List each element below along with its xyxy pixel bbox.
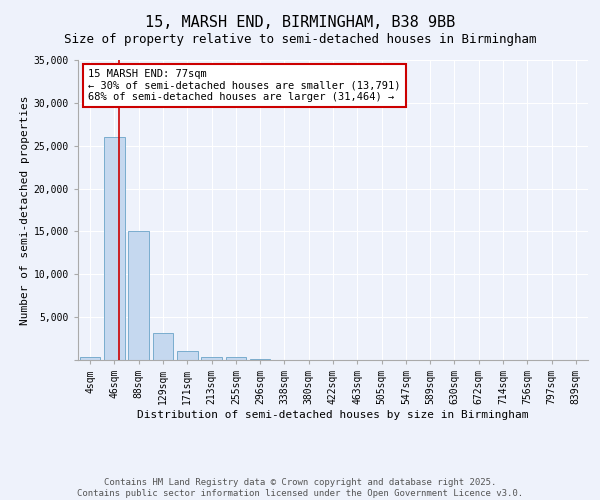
Y-axis label: Number of semi-detached properties: Number of semi-detached properties (20, 95, 29, 325)
Bar (104, 137, 125, 360)
Bar (152, 332, 173, 360)
Text: 15, MARSH END, BIRMINGHAM, B38 9BB: 15, MARSH END, BIRMINGHAM, B38 9BB (145, 15, 455, 30)
Bar (250, 359, 271, 360)
Text: 15 MARSH END: 77sqm
← 30% of semi-detached houses are smaller (13,791)
68% of se: 15 MARSH END: 77sqm ← 30% of semi-detach… (88, 69, 401, 102)
Bar (177, 350, 197, 360)
Bar (128, 230, 149, 360)
Text: Size of property relative to semi-detached houses in Birmingham: Size of property relative to semi-detach… (64, 32, 536, 46)
Text: Contains HM Land Registry data © Crown copyright and database right 2025.
Contai: Contains HM Land Registry data © Crown c… (77, 478, 523, 498)
Bar (201, 356, 222, 360)
X-axis label: Distribution of semi-detached houses by size in Birmingham: Distribution of semi-detached houses by … (137, 410, 529, 420)
Bar (226, 358, 246, 360)
Bar (80, 356, 100, 360)
